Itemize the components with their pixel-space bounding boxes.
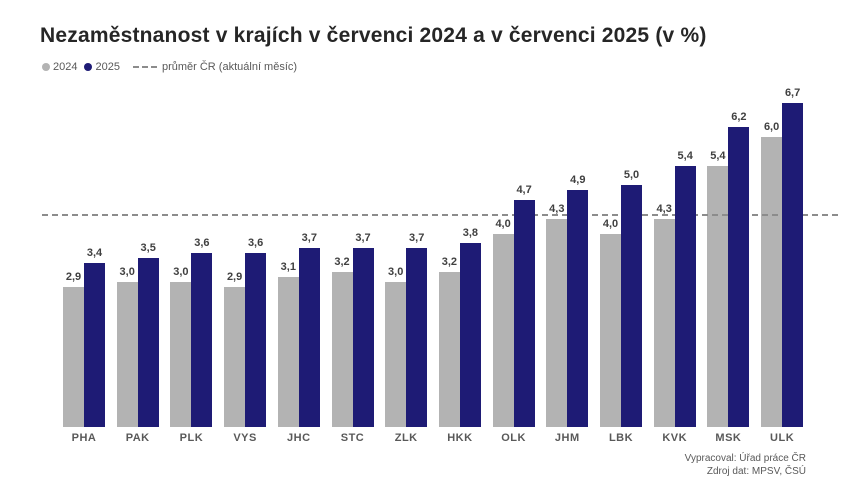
bar-2025-STC (352, 248, 374, 427)
bar-2024-PHA (63, 286, 84, 427)
value-label-2025-LBK: 5,0 (623, 169, 640, 182)
value-label-2025-PLK: 3,6 (194, 237, 210, 249)
bar-2025-MSK (728, 127, 750, 427)
x-axis-label-ZLK: ZLK (394, 432, 418, 444)
bar-2024-PAK (116, 282, 138, 427)
bar-2025-JHM (567, 190, 589, 427)
bar-2024-HKK (438, 272, 460, 427)
x-axis-label-PHA: PHA (71, 432, 97, 444)
value-label-2024-HKK: 3,2 (441, 256, 458, 269)
value-label-2025-PHA: 3,4 (86, 246, 103, 259)
footer-author: Vypracoval: Úřad práce ČR (684, 453, 806, 464)
bar-2024-KVK (653, 219, 675, 427)
value-label-2024-KVK: 4,3 (656, 203, 672, 216)
bar-2024-PLK (170, 282, 192, 427)
bar-2025-KVK (674, 166, 696, 427)
x-axis-label-KVK: KVK (662, 432, 688, 444)
bar-2024-MSK (707, 166, 729, 427)
x-axis-label-ULK: ULK (770, 432, 795, 444)
x-axis-label-PAK: PAK (125, 432, 150, 444)
value-label-2024-PLK: 3,0 (173, 266, 189, 278)
value-label-2025-JHM: 4,9 (570, 174, 586, 187)
value-label-2025-PAK: 3,5 (140, 241, 156, 254)
x-axis-label-VYS: VYS (233, 432, 257, 444)
legend-item-2025: 2025 (84, 61, 120, 73)
legend-2024-label: 2024 (53, 61, 78, 73)
bar-2025-PLK (191, 253, 213, 427)
legend: 2024 2025 průměr ČR (aktuální měsíc) (42, 61, 297, 73)
legend-average-line-icon (132, 66, 157, 68)
value-label-2025-VYS: 3,6 (247, 237, 264, 249)
x-axis-label-MSK: MSK (715, 432, 742, 444)
value-label-2025-ZLK: 3,7 (409, 232, 425, 245)
x-axis-label-OLK: OLK (501, 432, 526, 444)
bar-2025-PAK (137, 257, 159, 427)
bar-2024-JHM (546, 219, 568, 427)
x-axis-label-STC: STC (340, 432, 365, 444)
legend-item-average: průměr ČR (aktuální měsíc) (127, 61, 297, 73)
value-label-2024-ULK: 6,0 (763, 121, 780, 134)
value-label-2024-OLK: 4,0 (495, 217, 511, 230)
value-label-2025-HKK: 3,8 (462, 227, 479, 240)
value-label-2024-JHM: 4,3 (549, 203, 565, 216)
bar-2025-ZLK (406, 248, 428, 427)
value-label-2025-MSK: 6,2 (731, 111, 747, 124)
x-axis-label-HKK: HKK (447, 432, 473, 444)
value-label-2025-OLK: 4,7 (516, 183, 532, 196)
value-label-2025-ULK: 6,7 (784, 87, 801, 100)
value-label-2025-KVK: 5,4 (677, 150, 693, 163)
bar-2024-JHC (277, 277, 299, 427)
cz-average-reference-line (42, 214, 838, 217)
footer-source: Zdroj dat: MPSV, ČSÚ (706, 466, 806, 477)
legend-2025-marker-icon (84, 63, 93, 71)
x-axis-label-JHC: JHC (287, 432, 311, 444)
bar-2025-HKK (459, 243, 481, 427)
bar-2024-LBK (600, 233, 621, 427)
value-label-2024-PHA: 2,9 (65, 270, 82, 283)
bar-2024-OLK (492, 233, 514, 427)
value-label-2025-JHC: 3,7 (301, 232, 317, 245)
value-label-2024-LBK: 4,0 (602, 217, 619, 230)
bar-2024-ZLK (385, 282, 407, 427)
value-label-2024-PAK: 3,0 (119, 266, 135, 278)
legend-2025-label: 2025 (95, 61, 120, 73)
legend-item-2024: 2024 (42, 61, 77, 73)
x-axis-label-PLK: PLK (179, 432, 204, 444)
value-label-2024-ZLK: 3,0 (388, 266, 404, 278)
bar-2025-VYS (245, 253, 267, 427)
x-axis-label-JHM: JHM (554, 432, 580, 444)
legend-2024-marker-icon (42, 63, 50, 71)
x-axis-label-LBK: LBK (608, 432, 634, 444)
value-label-2025-STC: 3,7 (355, 232, 371, 245)
bar-2024-STC (331, 272, 353, 427)
bar-2024-VYS (224, 286, 246, 427)
bar-2024-ULK (761, 137, 783, 427)
value-label-2024-JHC: 3,1 (280, 261, 296, 274)
bar-2025-OLK (513, 199, 535, 427)
value-label-2024-STC: 3,2 (334, 256, 350, 269)
value-label-2024-VYS: 2,9 (226, 270, 243, 283)
bar-2025-JHC (298, 248, 320, 427)
footer-credits: Vypracoval: Úřad práce ČR Zdroj dat: MPS… (685, 452, 806, 478)
bar-2025-LBK (621, 185, 642, 427)
bar-2025-ULK (782, 103, 804, 427)
bar-2025-PHA (84, 262, 105, 427)
chart-title: Nezaměstnanost v krajích v červenci 2024… (40, 24, 707, 47)
legend-average-label: průměr ČR (aktuální měsíc) (161, 61, 298, 73)
value-label-2024-MSK: 5,4 (710, 150, 726, 163)
